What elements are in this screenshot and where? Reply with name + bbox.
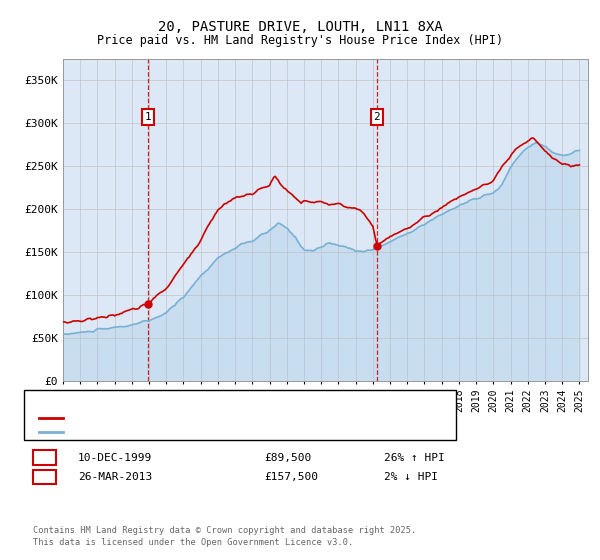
Text: 26% ↑ HPI: 26% ↑ HPI [384,452,445,463]
Text: 26-MAR-2013: 26-MAR-2013 [78,472,152,482]
Text: 20, PASTURE DRIVE, LOUTH, LN11 8XA: 20, PASTURE DRIVE, LOUTH, LN11 8XA [158,20,442,34]
Text: 2: 2 [41,472,48,482]
Text: £89,500: £89,500 [264,452,311,463]
Text: 10-DEC-1999: 10-DEC-1999 [78,452,152,463]
Text: £157,500: £157,500 [264,472,318,482]
Text: 1: 1 [41,452,48,463]
Text: Price paid vs. HM Land Registry's House Price Index (HPI): Price paid vs. HM Land Registry's House … [97,34,503,47]
Text: Contains HM Land Registry data © Crown copyright and database right 2025.
This d: Contains HM Land Registry data © Crown c… [33,526,416,547]
Text: 2% ↓ HPI: 2% ↓ HPI [384,472,438,482]
Text: 1: 1 [145,112,151,122]
Text: 2: 2 [373,112,380,122]
Text: 20, PASTURE DRIVE, LOUTH, LN11 8XA (detached house): 20, PASTURE DRIVE, LOUTH, LN11 8XA (deta… [67,413,386,423]
Text: HPI: Average price, detached house, East Lindsey: HPI: Average price, detached house, East… [67,427,367,437]
